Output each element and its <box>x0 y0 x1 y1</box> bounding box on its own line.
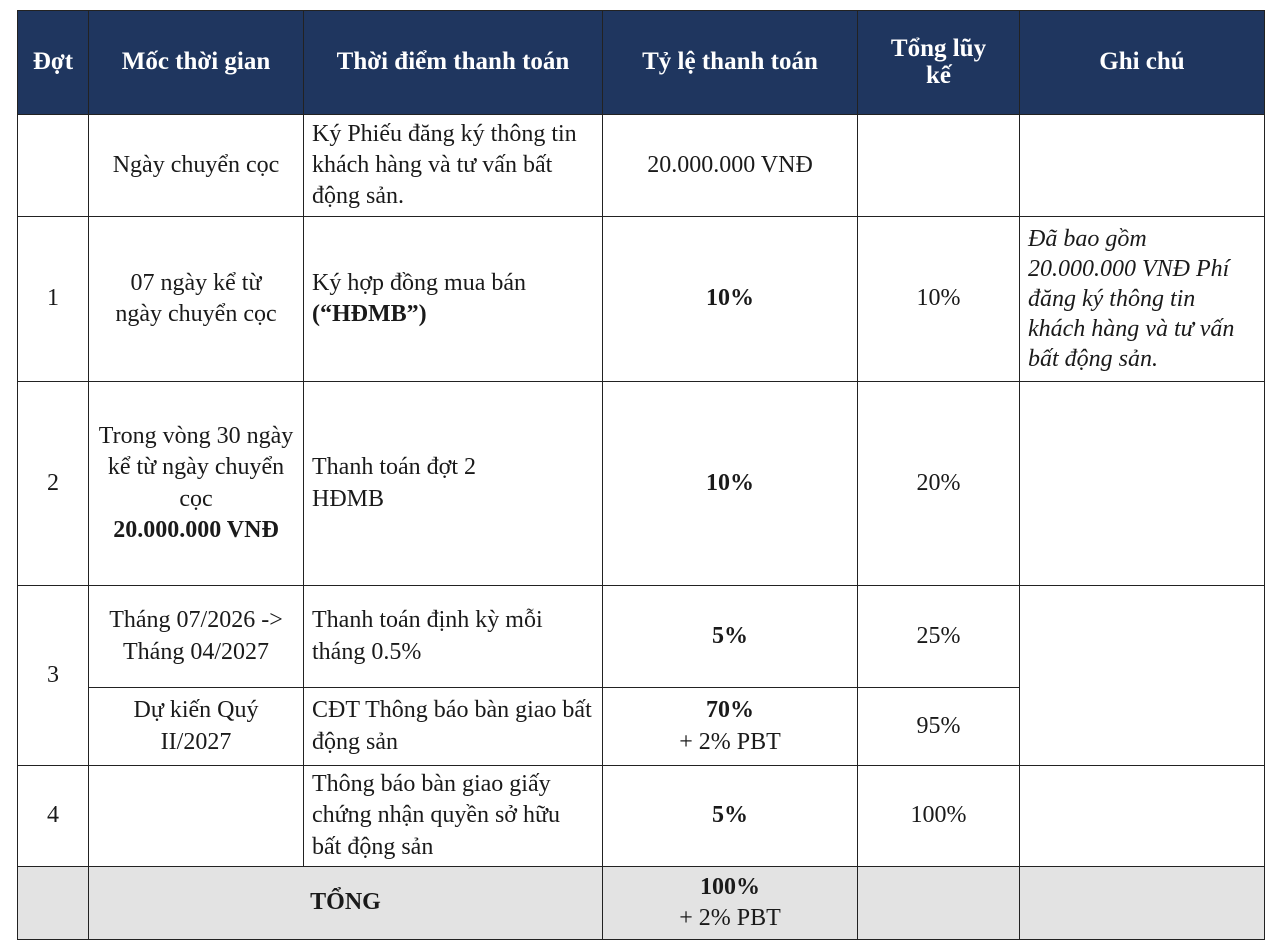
header-row: Đợt Mốc thời gian Thời điểm thanh toán T… <box>17 10 1265 115</box>
cell-thoi-diem: Thanh toán đợt 2 HĐMB <box>303 381 603 586</box>
cell-luy-ke <box>857 866 1020 940</box>
moc-bold-text: 20.000.000 VNĐ <box>113 516 279 543</box>
moc-text: Trong vòng 30 ngày kể từ ngày chuyển cọc <box>98 423 294 512</box>
cell-ghi-chu <box>1019 866 1265 940</box>
header-thoi-diem-thanh-toan: Thời điểm thanh toán <box>303 10 603 115</box>
cell-ghi-chu <box>1019 585 1265 766</box>
header-dot: Đợt <box>17 10 89 115</box>
cell-thoi-diem: Ký hợp đồng mua bán (“HĐMB”) <box>303 216 603 382</box>
thoi-diem-bold-text: (“HĐMB”) <box>312 301 427 327</box>
ty-le-extra-text: + 2% PBT <box>679 728 781 755</box>
cell-ty-le: 70% + 2% PBT <box>602 687 858 766</box>
cell-dot: 3 <box>17 585 89 766</box>
cell-moc: Dự kiến Quý II/2027 <box>88 687 304 766</box>
table-row-dot-2: 2 Trong vòng 30 ngày kể từ ngày chuyển c… <box>17 381 1265 586</box>
header-ghi-chu: Ghi chú <box>1019 10 1265 115</box>
header-ty-le-thanh-toan: Tỷ lệ thanh toán <box>602 10 858 115</box>
cell-ty-le: 5% <box>602 585 858 688</box>
cell-thoi-diem: Ký Phiếu đăng ký thông tin khách hàng và… <box>303 114 603 217</box>
cell-thoi-diem: Thanh toán định kỳ mỗi tháng 0.5% <box>303 585 603 688</box>
cell-luy-ke: 10% <box>857 216 1020 382</box>
cell-ghi-chu <box>1019 765 1265 867</box>
header-moc-thoi-gian: Mốc thời gian <box>88 10 304 115</box>
table-row-dot-3a: 3 Tháng 07/2026 -> Tháng 04/2027 Thanh t… <box>17 585 1265 766</box>
cell-ghi-chu: Đã bao gồm 20.000.000 VNĐ Phí đăng ký th… <box>1019 216 1265 382</box>
cell-dot: 1 <box>17 216 89 382</box>
cell-moc: Ngày chuyển cọc <box>88 114 304 217</box>
payment-schedule-table: Đợt Mốc thời gian Thời điểm thanh toán T… <box>17 10 1265 940</box>
cell-dot: 4 <box>17 765 89 867</box>
cell-dot: 2 <box>17 381 89 586</box>
cell-ty-le: 10% <box>602 216 858 382</box>
cell-ty-le: 20.000.000 VNĐ <box>602 114 858 217</box>
cell-luy-ke: 25% <box>857 585 1020 688</box>
cell-moc: Tháng 07/2026 -> Tháng 04/2027 <box>88 585 304 688</box>
cell-moc <box>88 765 304 867</box>
cell-luy-ke: 20% <box>857 381 1020 586</box>
cell-ghi-chu <box>1019 381 1265 586</box>
cell-total-label: TỔNG <box>88 866 603 940</box>
cell-ty-le: 10% <box>602 381 858 586</box>
cell-dot <box>17 114 89 217</box>
cell-luy-ke <box>857 114 1020 217</box>
table-row-total: TỔNG 100% + 2% PBT <box>17 866 1265 940</box>
cell-moc: 07 ngày kể từ ngày chuyển cọc <box>88 216 304 382</box>
table-row-dot-4: 4 Thông báo bàn giao giấy chứng nhận quy… <box>17 765 1265 867</box>
ty-le-bold-text: 70% <box>706 697 754 724</box>
cell-dot <box>17 866 89 940</box>
cell-thoi-diem: Thông báo bàn giao giấy chứng nhận quyền… <box>303 765 603 867</box>
cell-ghi-chu <box>1019 114 1265 217</box>
table-row-dot-1: 1 07 ngày kể từ ngày chuyển cọc Ký hợp đ… <box>17 216 1265 382</box>
total-bold-text: 100% <box>700 873 760 900</box>
cell-moc: Trong vòng 30 ngày kể từ ngày chuyển cọc… <box>88 381 304 586</box>
cell-luy-ke: 95% <box>857 687 1020 766</box>
cell-ty-le: 5% <box>602 765 858 867</box>
table-row-chuyen-coc: Ngày chuyển cọc Ký Phiếu đăng ký thông t… <box>17 114 1265 217</box>
cell-thoi-diem: CĐT Thông báo bàn giao bất động sản <box>303 687 603 766</box>
total-extra-text: + 2% PBT <box>679 905 781 931</box>
cell-luy-ke: 100% <box>857 765 1020 867</box>
thoi-diem-text: Ký hợp đồng mua bán <box>312 269 526 296</box>
cell-ty-le: 100% + 2% PBT <box>602 866 858 940</box>
header-tong-luy-ke: Tổng lũy kế <box>857 10 1020 115</box>
